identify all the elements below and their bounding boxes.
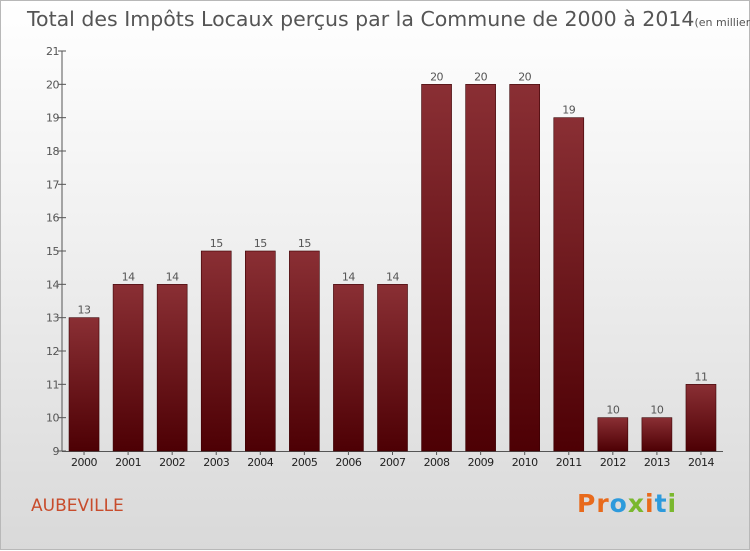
x-tick-label: 2014 bbox=[688, 456, 714, 469]
bar bbox=[641, 417, 673, 452]
bar bbox=[200, 250, 232, 452]
y-tick-label: 10 bbox=[46, 412, 59, 425]
x-tick-label: 2001 bbox=[115, 456, 141, 469]
y-tick-label: 11 bbox=[46, 378, 59, 391]
logo-letter: x bbox=[627, 489, 645, 518]
y-tick-label: 21 bbox=[46, 45, 59, 58]
bar bbox=[289, 250, 320, 452]
bar bbox=[68, 317, 100, 452]
commune-name: AUBEVILLE bbox=[31, 496, 124, 516]
data-label: 20 bbox=[518, 70, 531, 83]
bar bbox=[377, 284, 408, 452]
x-tick-label: 2000 bbox=[71, 456, 97, 469]
x-tick-label: 2013 bbox=[644, 456, 670, 469]
y-tick-label: 20 bbox=[46, 78, 59, 91]
data-label: 13 bbox=[78, 304, 91, 317]
logo-letter: P bbox=[577, 489, 597, 518]
x-tick-label: 2011 bbox=[556, 456, 582, 469]
data-label: 15 bbox=[210, 237, 223, 250]
data-label: 10 bbox=[650, 404, 663, 417]
y-tick-label: 14 bbox=[46, 278, 59, 291]
x-tick-label: 2010 bbox=[512, 456, 538, 469]
y-tick-label: 17 bbox=[46, 178, 59, 191]
data-label: 14 bbox=[342, 270, 355, 283]
data-label: 14 bbox=[122, 270, 135, 283]
logo-letter: i bbox=[645, 489, 655, 518]
x-tick-label: 2002 bbox=[159, 456, 185, 469]
x-tick-label: 2004 bbox=[247, 456, 273, 469]
y-tick-label: 15 bbox=[46, 245, 59, 258]
x-tick-label: 2009 bbox=[468, 456, 494, 469]
proxiti-logo: Proxiti bbox=[577, 489, 677, 518]
logo-letter: r bbox=[596, 489, 610, 518]
bar bbox=[553, 117, 585, 452]
bar bbox=[509, 84, 541, 452]
chart-unit: (en milliers d'€) bbox=[694, 16, 750, 29]
bar bbox=[156, 284, 188, 452]
data-label: 15 bbox=[254, 237, 267, 250]
logo-letter: t bbox=[654, 489, 668, 518]
x-tick-label: 2007 bbox=[380, 456, 406, 469]
y-tick-label: 12 bbox=[46, 345, 59, 358]
data-label: 10 bbox=[606, 404, 619, 417]
logo-letter: i bbox=[667, 489, 678, 518]
y-tick-label: 9 bbox=[53, 445, 60, 458]
x-tick-label: 2003 bbox=[203, 456, 229, 469]
bar bbox=[597, 417, 629, 452]
logo-letter: o bbox=[609, 489, 628, 518]
y-tick-label: 13 bbox=[46, 312, 59, 325]
x-tick-label: 2005 bbox=[291, 456, 317, 469]
data-label: 11 bbox=[694, 370, 707, 383]
data-label: 14 bbox=[166, 270, 179, 283]
y-tick-label: 19 bbox=[46, 112, 59, 125]
x-tick-label: 2012 bbox=[600, 456, 626, 469]
x-tick-label: 2006 bbox=[335, 456, 361, 469]
bar bbox=[685, 384, 717, 452]
data-label: 14 bbox=[386, 270, 399, 283]
data-label: 15 bbox=[298, 237, 311, 250]
data-label: 20 bbox=[474, 70, 487, 83]
y-tick-label: 16 bbox=[46, 212, 59, 225]
data-label: 19 bbox=[562, 104, 575, 117]
bar bbox=[421, 84, 452, 452]
chart-title-line: Total des Impôts Locaux perçus par la Co… bbox=[27, 7, 750, 31]
y-tick-label: 18 bbox=[46, 145, 59, 158]
bar bbox=[465, 84, 496, 452]
bar bbox=[245, 250, 276, 452]
bar bbox=[112, 284, 144, 452]
data-label: 20 bbox=[430, 70, 443, 83]
chart-title: Total des Impôts Locaux perçus par la Co… bbox=[27, 7, 695, 31]
x-tick-label: 2008 bbox=[424, 456, 450, 469]
bar bbox=[333, 284, 364, 452]
